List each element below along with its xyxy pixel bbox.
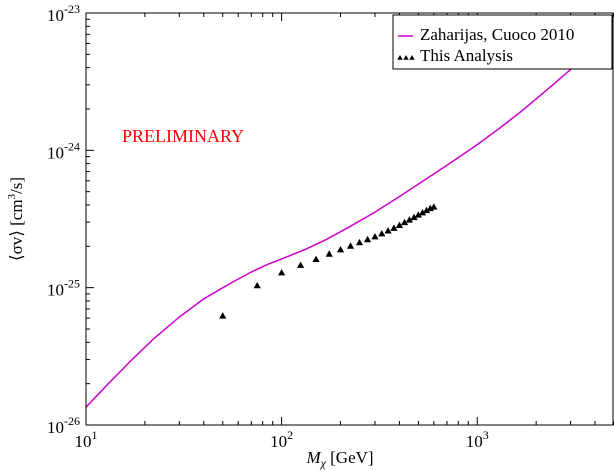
x-tick-label-exp: 2 (287, 428, 293, 442)
data-point-triangle (312, 256, 319, 262)
legend-entry-markers: This Analysis (420, 46, 513, 65)
plot-frame (86, 13, 613, 425)
legend: Zaharijas, Cuoco 2010 This Analysis (393, 15, 612, 69)
series-layer (86, 56, 586, 408)
y-tick-label-base: 10 (47, 6, 64, 25)
y-axis-label-main: ⟨σv⟩ [cm (7, 199, 26, 261)
data-point-triangle (384, 227, 391, 233)
y-tick-label-exp: -23 (64, 2, 80, 16)
data-point-triangle (326, 250, 333, 256)
x-tick-label-exp: 3 (483, 428, 489, 442)
x-tick-label-base: 10 (466, 432, 483, 451)
data-point-triangle (364, 236, 371, 242)
y-axis-label: ⟨σv⟩ [cm3/s] (6, 177, 26, 261)
data-point-triangle (430, 203, 437, 209)
legend-entry-line: Zaharijas, Cuoco 2010 (420, 25, 574, 44)
x-tick-label: 103 (466, 428, 489, 451)
data-point-triangle (337, 246, 344, 252)
y-axis-label-unit: /s] (7, 177, 26, 194)
data-point-triangle (278, 269, 285, 275)
y-tick-label-exp: -25 (64, 277, 80, 291)
tick-layer (86, 13, 614, 425)
data-point-triangle (297, 262, 304, 268)
x-tick-label-base: 10 (270, 432, 287, 451)
x-axis-label-unit: [GeV] (326, 448, 374, 467)
y-tick-label: 10-25 (47, 277, 80, 300)
marker-layer (219, 203, 437, 318)
legend-swatch-markers (397, 55, 414, 60)
y-tick-label-base: 10 (47, 281, 64, 300)
annotation-preliminary: PRELIMINARY (122, 126, 244, 146)
data-point-triangle (378, 230, 385, 236)
y-tick-label: 10-24 (47, 139, 80, 162)
x-axis-label-symbol: M (305, 448, 321, 467)
x-tick-label: 101 (75, 428, 98, 451)
data-point-triangle (356, 239, 363, 245)
x-tick-label: 102 (270, 428, 293, 451)
data-point-triangle (347, 242, 354, 248)
x-tick-label-exp: 1 (92, 428, 98, 442)
data-point-triangle (254, 282, 261, 288)
x-axis-label: Mχ [GeV] (305, 448, 373, 470)
y-tick-label: 10-23 (47, 2, 80, 25)
y-tick-label-exp: -24 (64, 139, 80, 153)
y-tick-label-base: 10 (47, 418, 64, 437)
data-point-triangle (219, 312, 226, 318)
y-tick-label-base: 10 (47, 143, 64, 162)
data-point-triangle (371, 233, 378, 239)
y-tick-label-exp: -26 (64, 414, 80, 428)
series-line-zaharijas-cuoco (86, 56, 586, 408)
x-tick-label-base: 10 (75, 432, 92, 451)
